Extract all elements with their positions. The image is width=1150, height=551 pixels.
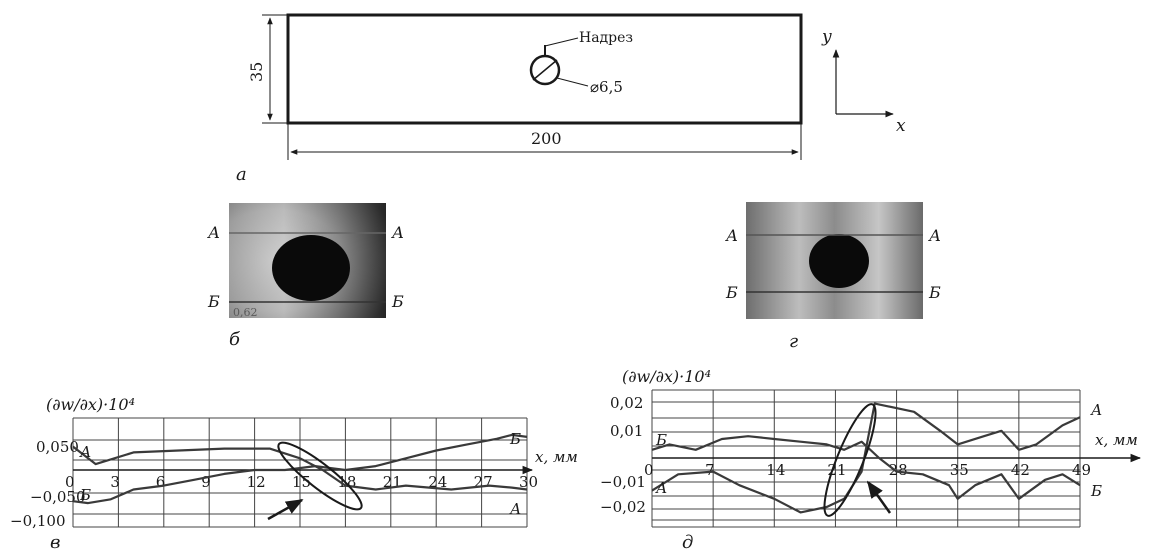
chart-d-arrow [866,480,892,514]
chart-v-series-a-line [72,445,528,491]
chart-v-x-tick: 3 [110,473,120,491]
chart-d-series-a-label-left: А [655,479,667,497]
hole-diameter-line [532,59,558,81]
panel-label-g: г [789,331,798,352]
chart-v-x-tick: 9 [201,473,211,491]
chart-d-x-tick: 14 [766,461,785,479]
chart-v-x-tick: 0 [65,473,75,491]
chart-v-x-tick: 15 [292,473,311,491]
notch-leader [544,37,579,47]
chart-d-series-b-line [651,435,1081,500]
chart-v-series-b-label-right: Б [509,430,521,448]
image-g-label-top-left: А [725,226,738,245]
chart-d-x-tick: 28 [889,461,908,479]
chart-d-series-a-label-right: А [1090,401,1102,419]
image-g-label-top-right: А [928,226,941,245]
chart-d-ytick-4: −0,02 [600,498,646,516]
image-b-label-bottom-right: Б [391,292,404,311]
chart-v-series-a-label-right: А [509,500,521,518]
length-label: 200 [531,129,562,148]
chart-d-x-tick: 0 [644,461,654,479]
chart-d-x-tick: 42 [1011,461,1030,479]
chart-v-arrow [267,498,304,521]
axis-y-label: y [821,27,832,47]
chart-v-xlabel: x, мм [535,448,578,466]
image-g-hole [809,234,869,288]
hole-leader [556,77,589,87]
chart-d-x-tick: 7 [705,461,715,479]
hole-diameter-label: ⌀6,5 [590,78,623,96]
panel-label-v: в [50,532,60,551]
image-g-label-bottom-right: Б [928,283,941,302]
chart-d-xlabel: x, мм [1095,431,1138,449]
chart-v-x-tick: 12 [247,473,266,491]
panel-label-a: а [236,164,247,185]
notch-label: Надрез [579,30,633,46]
chart-v-x-tick: 27 [474,473,493,491]
chart-d-series-b-label-right: Б [1090,482,1102,500]
chart-v-ylabel: (∂w/∂x)·10⁴ [46,395,135,414]
image-b-corner-text: 0,62 [233,306,258,319]
chart-d-series [651,402,1142,514]
panel-label-b: б [229,329,241,350]
image-panel-b: 0,62 А А Б Б б [207,203,404,350]
chart-v-x-tick: 24 [428,473,447,491]
chart-d: (∂w/∂x)·10⁴ 0 7 14 21 28 35 42 49 0,02 0,01 −0,… [600,367,1142,551]
chart-v-x-tick: 30 [519,473,538,491]
image-g-label-bottom-left: Б [725,283,738,302]
image-b-label-top-left: А [207,223,220,242]
chart-v-series-a-label-left: А [79,443,91,461]
chart-d-x-tick: 49 [1072,461,1091,479]
chart-v-x-tick: 6 [156,473,166,491]
chart-v-series [72,433,534,505]
chart-d-ylabel: (∂w/∂x)·10⁴ [622,367,711,386]
chart-v-ytick-1: −0,050 [30,488,86,506]
chart-v: (∂w/∂x)·10⁴ 0 3 6 9 12 15 18 21 24 27 30 0,050 −0,… [10,395,578,551]
image-b-label-top-right: А [391,223,404,242]
chart-v-highlight-ellipse [277,441,363,511]
specimen-plate [286,13,803,125]
chart-d-ytick-3: −0,01 [600,473,646,491]
chart-v-ytick-2: −0,100 [10,512,66,530]
chart-d-highlight-ellipse [823,403,877,517]
image-b-hole [272,235,350,301]
axis-x-label: x [896,116,906,136]
chart-d-series-b-label-left: Б [655,431,667,449]
specimen-drawing: Надрез ⌀6,5 35 200 y x а [236,13,906,185]
chart-d-x-tick: 35 [950,461,969,479]
chart-d-ytick-1: 0,01 [610,422,643,440]
chart-d-x-ticks: 0 7 14 21 28 35 42 49 [644,461,1091,479]
chart-d-x-tick: 21 [827,461,846,479]
height-label: 35 [247,62,266,82]
chart-v-series-b-label-left: Б [79,486,91,504]
image-b-label-bottom-left: Б [207,292,220,311]
chart-v-ytick-0: 0,050 [36,438,79,456]
chart-v-series-b-line [72,433,528,505]
panel-label-d: д [682,532,693,551]
chart-d-series-a-line [651,402,1081,514]
image-panel-g: А А Б Б г [725,202,941,352]
chart-d-ytick-0: 0,02 [610,394,643,412]
